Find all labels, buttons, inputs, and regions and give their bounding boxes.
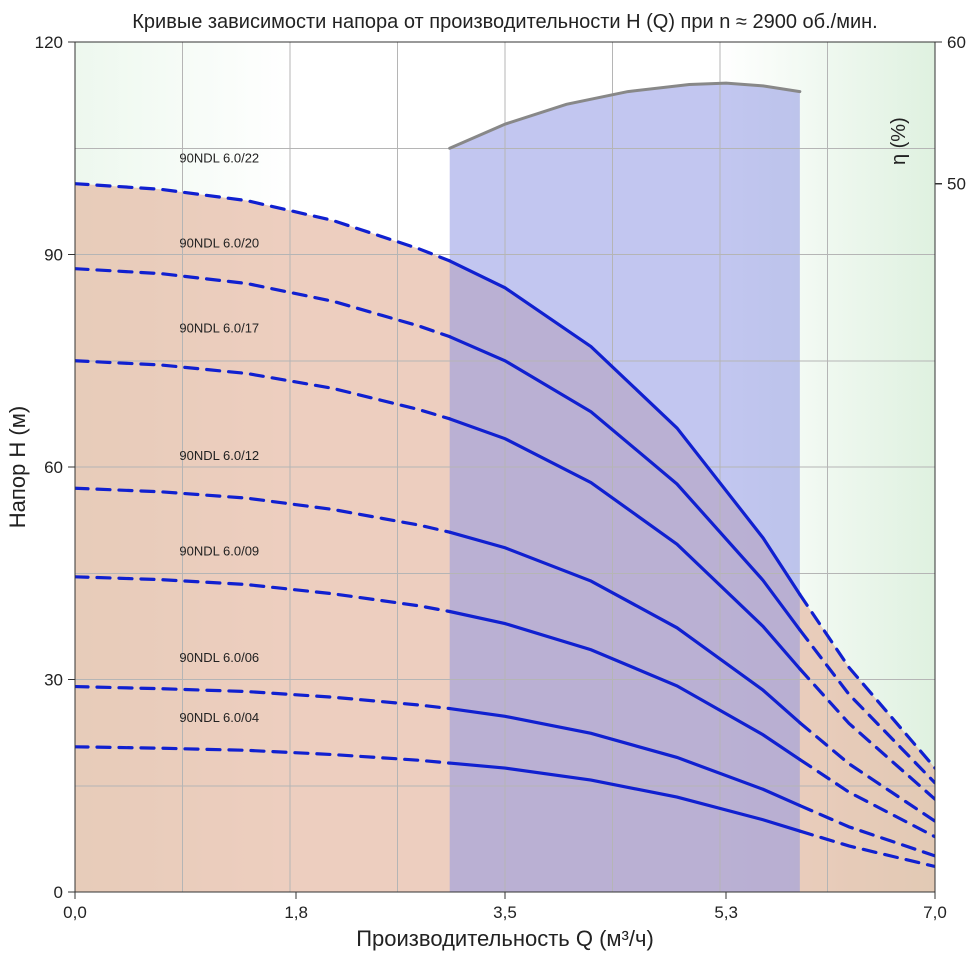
y-tick-label: 90 (44, 246, 63, 265)
y-tick-label: 0 (54, 883, 63, 902)
optimal-band-shade (450, 83, 800, 892)
x-tick-label: 5,3 (714, 903, 738, 922)
y2-axis-label: η (%) (888, 117, 910, 165)
curve-label: 90NDL 6.0/09 (179, 544, 259, 559)
chart-title: Кривые зависимости напора от производите… (132, 11, 877, 33)
curve-label: 90NDL 6.0/17 (179, 320, 259, 335)
curve-label: 90NDL 6.0/20 (179, 235, 259, 250)
x-tick-label: 0,0 (63, 903, 87, 922)
y-axis-label: Напор H (м) (5, 406, 30, 528)
y2-tick-label: 60 (947, 33, 966, 52)
curve-label: 90NDL 6.0/04 (179, 710, 259, 725)
curve-label: 90NDL 6.0/12 (179, 448, 259, 463)
curve-label: 90NDL 6.0/06 (179, 650, 259, 665)
x-axis-label: Производительность Q (м³/ч) (356, 926, 654, 951)
y-tick-label: 120 (35, 33, 63, 52)
x-tick-label: 7,0 (923, 903, 947, 922)
y-tick-label: 30 (44, 671, 63, 690)
y-tick-label: 60 (44, 458, 63, 477)
y2-tick-label: 50 (947, 175, 966, 194)
pump-curve-chart: 0,0 1,8 3,5 5,3 7,0 0 30 60 90 120 50 60 90NDL 6.0/2… (0, 0, 970, 965)
curve-label: 90NDL 6.0/22 (179, 150, 259, 165)
x-tick-label: 1,8 (284, 903, 308, 922)
x-tick-label: 3,5 (493, 903, 517, 922)
